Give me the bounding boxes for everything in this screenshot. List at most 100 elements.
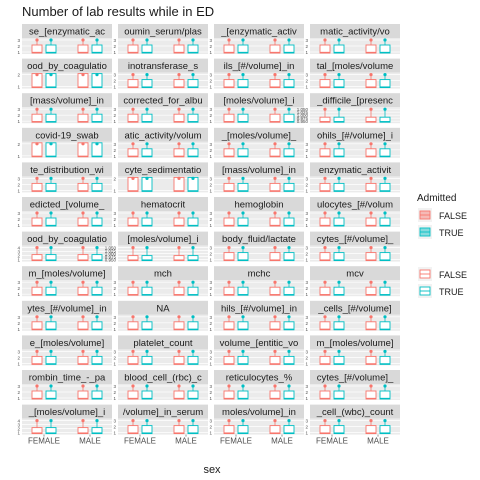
outlier-point <box>287 246 291 250</box>
outlier-point <box>177 142 181 146</box>
facet-strip <box>310 162 400 177</box>
facet-panel: body_fluid/lactate 321 <box>209 231 304 263</box>
outlier-point <box>337 211 341 215</box>
y-tick-label: 3 <box>305 384 308 389</box>
outlier-point <box>145 107 149 111</box>
facet-strip <box>22 197 112 211</box>
y-tick-label: 1 <box>17 188 20 193</box>
box <box>237 390 249 400</box>
facet-label: mch <box>154 269 172 280</box>
y-tick-label: 2 <box>305 286 308 291</box>
y-tick-label: 3 <box>113 142 116 147</box>
outlier-point <box>49 419 53 423</box>
y-tick-label: 3 <box>305 246 308 251</box>
outlier-point <box>191 419 195 423</box>
box <box>223 355 235 365</box>
facet-label: ood_by_coagulatio <box>27 234 107 245</box>
facet-strip <box>214 404 304 419</box>
outlier-point <box>227 384 231 388</box>
y-tick-label: 3 <box>113 315 116 320</box>
outlier-point <box>131 384 135 388</box>
y-tick-label: 1 <box>113 327 116 332</box>
box <box>141 148 153 158</box>
box <box>237 182 249 192</box>
y-tick-label: 1 <box>113 85 116 90</box>
facet-label: _[enzymatic_activ <box>220 27 297 38</box>
y-tick-label: 1 <box>209 292 212 297</box>
outlier-point <box>323 176 327 180</box>
outlier-point <box>131 142 135 146</box>
outlier-point <box>323 107 327 111</box>
y-tick-label: 3 <box>17 250 20 255</box>
box <box>141 217 153 227</box>
legend: Admitted FALSE TRUE FALSE TRUE <box>417 193 467 298</box>
facet-panel: _difficile_[presenc 1.0501.0251.0000.9750… <box>297 93 400 124</box>
box <box>31 44 43 54</box>
box <box>127 79 139 89</box>
y-tick-label: 1 <box>305 361 308 366</box>
outlier-point <box>177 315 181 319</box>
box <box>333 321 345 331</box>
outlier-point <box>145 419 149 423</box>
outlier-point <box>81 107 85 111</box>
box <box>77 390 89 400</box>
y-tick-label: 2 <box>209 286 212 291</box>
box <box>333 390 345 400</box>
legend-label: FALSE <box>439 270 467 280</box>
y-tick-label: 1 <box>113 431 116 436</box>
outlier-point <box>323 315 327 319</box>
box <box>45 286 57 296</box>
outlier-point <box>287 315 291 319</box>
facet-panel: se_[enzymatic_ac 321 <box>17 24 112 55</box>
x-tick-label: MALE <box>271 437 293 446</box>
box <box>319 286 331 296</box>
box <box>127 355 139 365</box>
box <box>319 355 331 365</box>
y-tick-label: 2 <box>17 286 20 291</box>
box <box>31 217 43 227</box>
outlier-point <box>227 38 231 42</box>
outlier-point <box>337 419 341 423</box>
facet-panel: m_[moles/volume] 321 <box>17 266 112 297</box>
box <box>31 390 43 400</box>
y-tick-label: 2 <box>17 427 20 432</box>
outlier-point <box>273 142 277 146</box>
box <box>365 148 377 158</box>
box <box>141 390 153 400</box>
facet-panel: enzymatic_activit 321 <box>305 162 400 193</box>
facet-panel: mchc 321 <box>209 266 304 297</box>
box <box>141 286 153 296</box>
facet-strip <box>22 162 112 177</box>
outlier-point <box>383 176 387 180</box>
y-tick-label: 1 <box>305 327 308 332</box>
outlier-point <box>337 315 341 319</box>
outlier-point <box>383 315 387 319</box>
outlier-point <box>191 315 195 319</box>
box <box>283 390 295 400</box>
facet-panel: matic_activity/vo 321 <box>305 24 400 55</box>
y-tick-label: 2 <box>209 252 212 257</box>
y-tick-label: 3 <box>209 176 212 181</box>
y-tick-label: 2 <box>113 176 116 181</box>
facet-strip <box>214 162 304 177</box>
box <box>237 217 249 227</box>
facet-panel: ulocytes_[#/volum 321 <box>305 197 400 228</box>
box <box>141 321 153 331</box>
y-tick-label: 2 <box>17 254 20 259</box>
facet-panel: covid-19_swab 2 1 <box>17 127 112 159</box>
legend-label: TRUE <box>439 228 464 238</box>
y-tick-label: 2 <box>305 425 308 430</box>
outlier-point <box>95 73 99 77</box>
facet-strip <box>118 335 208 350</box>
y-tick-label: 3 <box>17 384 20 389</box>
outlier-point <box>369 38 373 42</box>
facet-label: covid-19_swab <box>35 130 98 141</box>
facet-label: /volume]_in_serum <box>123 407 203 418</box>
outlier-point <box>35 280 39 284</box>
outlier-point <box>81 176 85 180</box>
box <box>91 113 103 123</box>
y-tick-label: 3 <box>209 419 212 424</box>
y-tick-label: 2 <box>17 182 20 187</box>
outlier-point <box>81 211 85 215</box>
box <box>223 182 235 192</box>
